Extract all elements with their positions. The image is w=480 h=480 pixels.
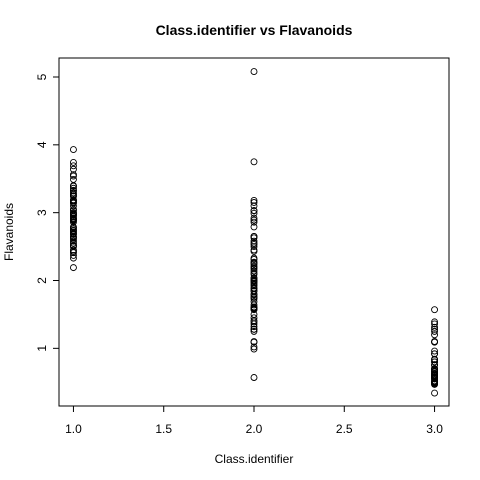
data-point [250,318,258,326]
data-point [431,327,439,335]
y-axis: 1 2 3 4 5 [35,73,60,352]
data-point [431,358,439,366]
data-point [250,68,258,76]
data-point [69,165,77,173]
data-point [69,239,77,247]
data-point [69,218,77,226]
data-point [250,199,258,206]
x-tick-label: 2.0 [246,422,263,436]
data-point [69,205,77,213]
data-point [250,241,258,248]
data-point [69,264,77,272]
data-point [250,304,258,312]
data-point [250,207,258,215]
data-point [250,327,258,335]
data-point [250,214,258,222]
chart-title: Class.identifier vs Flavanoids [156,22,353,38]
data-point [250,277,258,284]
data-point [431,306,439,314]
x-tick-label: 1.0 [65,422,82,436]
data-point [431,331,439,339]
data-point [69,182,77,190]
data-point [69,186,77,194]
data-point [69,237,77,245]
data-point [431,380,439,388]
data-point [250,306,258,314]
data-point [250,343,258,351]
data-point [69,159,77,166]
data-point [250,218,258,226]
data-point [69,251,77,259]
data-point [69,184,77,192]
data-point [250,223,258,231]
data-point [250,243,258,251]
data-point [250,216,258,224]
x-tick-label: 1.5 [155,422,172,436]
y-tick-label: 4 [35,141,49,148]
data-point [69,216,77,224]
data-point [69,146,77,154]
data-point [250,282,258,290]
y-tick-label: 2 [35,277,49,284]
y-tick-label: 5 [35,73,49,80]
data-point [69,254,77,262]
data-point [250,374,258,381]
data-point [69,228,77,236]
data-point [250,314,258,322]
data-point [69,224,77,232]
data-point [250,254,258,262]
y-tick-label: 1 [35,345,49,352]
data-point [431,375,439,383]
data-point [250,197,258,204]
data-point [250,265,258,273]
y-tick-label: 3 [35,209,49,216]
data-point [431,325,439,333]
data-point [431,389,439,397]
data-point [250,285,258,293]
data-point [431,377,439,385]
data-point [250,232,258,240]
data-point [69,249,77,257]
data-point [431,318,439,326]
x-tick-label: 3.0 [426,422,443,436]
plot-frame [58,57,450,407]
data-point [250,209,258,217]
data-point [431,350,439,358]
data-point [69,246,77,254]
data-points [69,68,439,397]
data-point [250,295,258,303]
data-point [250,279,258,287]
data-point [431,320,439,328]
data-point [431,347,439,355]
data-point [250,338,258,346]
x-axis: 1.0 1.5 2.0 2.5 3.0 [65,405,443,436]
data-point [250,202,258,210]
y-axis-label: Flavanoids [2,203,16,261]
data-point [250,345,258,353]
data-point [250,325,258,333]
data-point [250,274,258,282]
data-point [250,267,258,275]
data-point [250,290,258,298]
data-point [431,367,439,375]
data-point [250,237,258,245]
data-point [69,230,77,238]
data-point [250,158,258,166]
x-tick-label: 2.5 [336,422,353,436]
data-point [69,202,77,210]
data-point [431,338,439,346]
x-axis-label: Class.identifier [215,452,294,466]
data-point [69,162,77,170]
data-point [250,247,258,255]
data-point [69,172,77,180]
data-point [250,323,258,331]
data-point [431,323,439,331]
